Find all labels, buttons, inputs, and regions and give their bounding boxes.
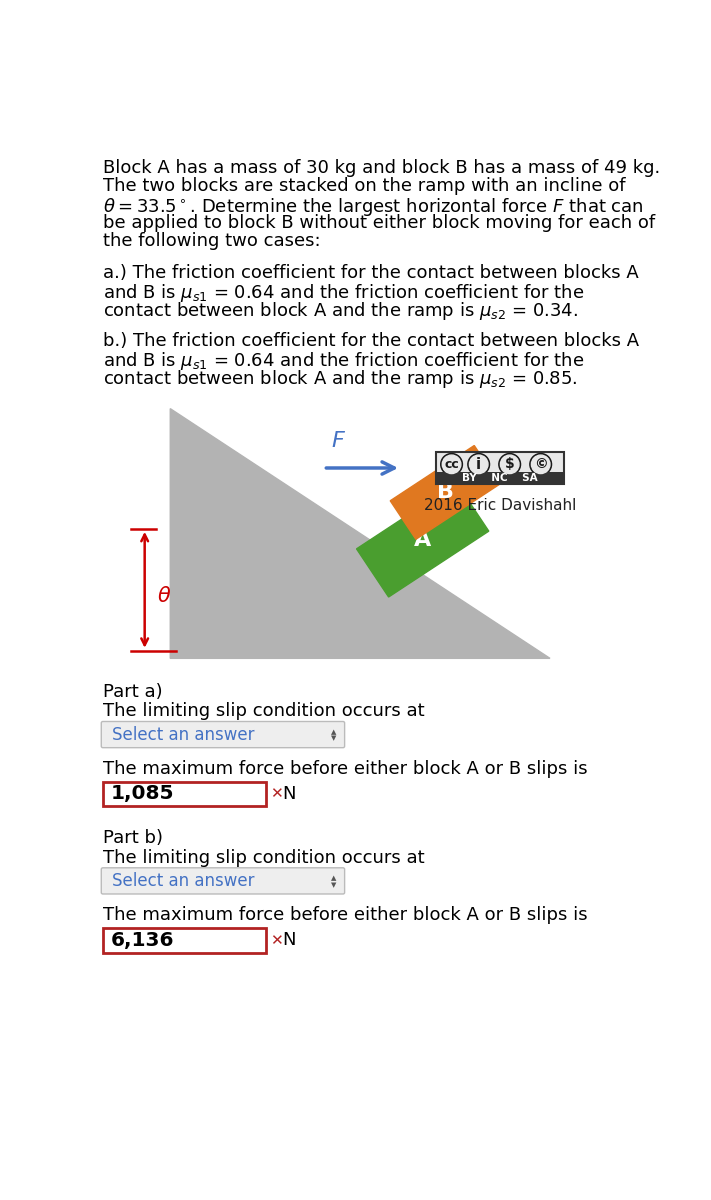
- Text: a.) The friction coefficient for the contact between blocks A: a.) The friction coefficient for the con…: [103, 264, 638, 282]
- Text: The two blocks are stacked on the ramp with an incline of: The two blocks are stacked on the ramp w…: [103, 178, 626, 196]
- Text: The limiting slip condition occurs at: The limiting slip condition occurs at: [103, 848, 424, 866]
- Text: Select an answer: Select an answer: [112, 726, 255, 744]
- Text: 1,085: 1,085: [111, 785, 174, 803]
- Text: 2016 Eric Davishahl: 2016 Eric Davishahl: [424, 498, 576, 514]
- Text: ✕: ✕: [270, 786, 283, 802]
- FancyBboxPatch shape: [101, 868, 345, 894]
- Text: Select an answer: Select an answer: [112, 872, 255, 890]
- Text: N: N: [283, 785, 296, 803]
- Circle shape: [441, 454, 462, 475]
- Text: ▼: ▼: [331, 882, 336, 888]
- Circle shape: [531, 455, 550, 474]
- Text: b.) The friction coefficient for the contact between blocks A: b.) The friction coefficient for the con…: [103, 332, 639, 350]
- Text: $: $: [505, 457, 515, 472]
- Text: The maximum force before either block A or B slips is: The maximum force before either block A …: [103, 906, 587, 924]
- Text: 6,136: 6,136: [111, 931, 174, 949]
- Text: Block A has a mass of 30 kg and block B has a mass of 49 kg.: Block A has a mass of 30 kg and block B …: [103, 160, 660, 178]
- Text: contact between block A and the ramp is $\mu_{s2}$ = 0.34.: contact between block A and the ramp is …: [103, 300, 578, 322]
- Text: and B is $\mu_{s1}$ = 0.64 and the friction coefficient for the: and B is $\mu_{s1}$ = 0.64 and the frict…: [103, 350, 584, 372]
- Text: The maximum force before either block A or B slips is: The maximum force before either block A …: [103, 760, 587, 778]
- FancyBboxPatch shape: [103, 928, 266, 953]
- FancyBboxPatch shape: [436, 452, 564, 485]
- Text: ▼: ▼: [331, 736, 336, 742]
- FancyBboxPatch shape: [103, 781, 266, 806]
- FancyBboxPatch shape: [436, 472, 564, 485]
- Circle shape: [469, 455, 488, 474]
- Text: cc: cc: [444, 458, 459, 470]
- Text: $\theta = 33.5^\circ$. Determine the largest horizontal force $F$ that can: $\theta = 33.5^\circ$. Determine the lar…: [103, 196, 643, 217]
- Text: Part a): Part a): [103, 683, 162, 701]
- Text: ▲: ▲: [331, 730, 336, 736]
- Text: Part b): Part b): [103, 829, 163, 847]
- Text: the following two cases:: the following two cases:: [103, 232, 321, 250]
- Text: ▲: ▲: [331, 876, 336, 882]
- Text: N: N: [283, 931, 296, 949]
- Circle shape: [530, 454, 552, 475]
- Text: $\theta$: $\theta$: [157, 586, 171, 606]
- Text: i: i: [476, 457, 481, 472]
- Text: be applied to block B without either block moving for each of: be applied to block B without either blo…: [103, 214, 655, 232]
- Circle shape: [468, 454, 490, 475]
- Text: A: A: [414, 530, 432, 550]
- Polygon shape: [356, 482, 488, 598]
- Circle shape: [442, 455, 461, 474]
- Circle shape: [499, 454, 520, 475]
- Text: and B is $\mu_{s1}$ = 0.64 and the friction coefficient for the: and B is $\mu_{s1}$ = 0.64 and the frict…: [103, 282, 584, 304]
- Text: B: B: [437, 482, 454, 503]
- Text: ©: ©: [534, 457, 547, 472]
- Polygon shape: [390, 445, 500, 539]
- Text: BY    NC    SA: BY NC SA: [462, 473, 538, 484]
- Text: ✕: ✕: [270, 932, 283, 948]
- Text: $F$: $F$: [331, 431, 346, 451]
- FancyBboxPatch shape: [101, 721, 345, 748]
- Text: The limiting slip condition occurs at: The limiting slip condition occurs at: [103, 702, 424, 720]
- Circle shape: [501, 455, 519, 474]
- Polygon shape: [170, 409, 550, 659]
- Text: contact between block A and the ramp is $\mu_{s2}$ = 0.85.: contact between block A and the ramp is …: [103, 368, 577, 390]
